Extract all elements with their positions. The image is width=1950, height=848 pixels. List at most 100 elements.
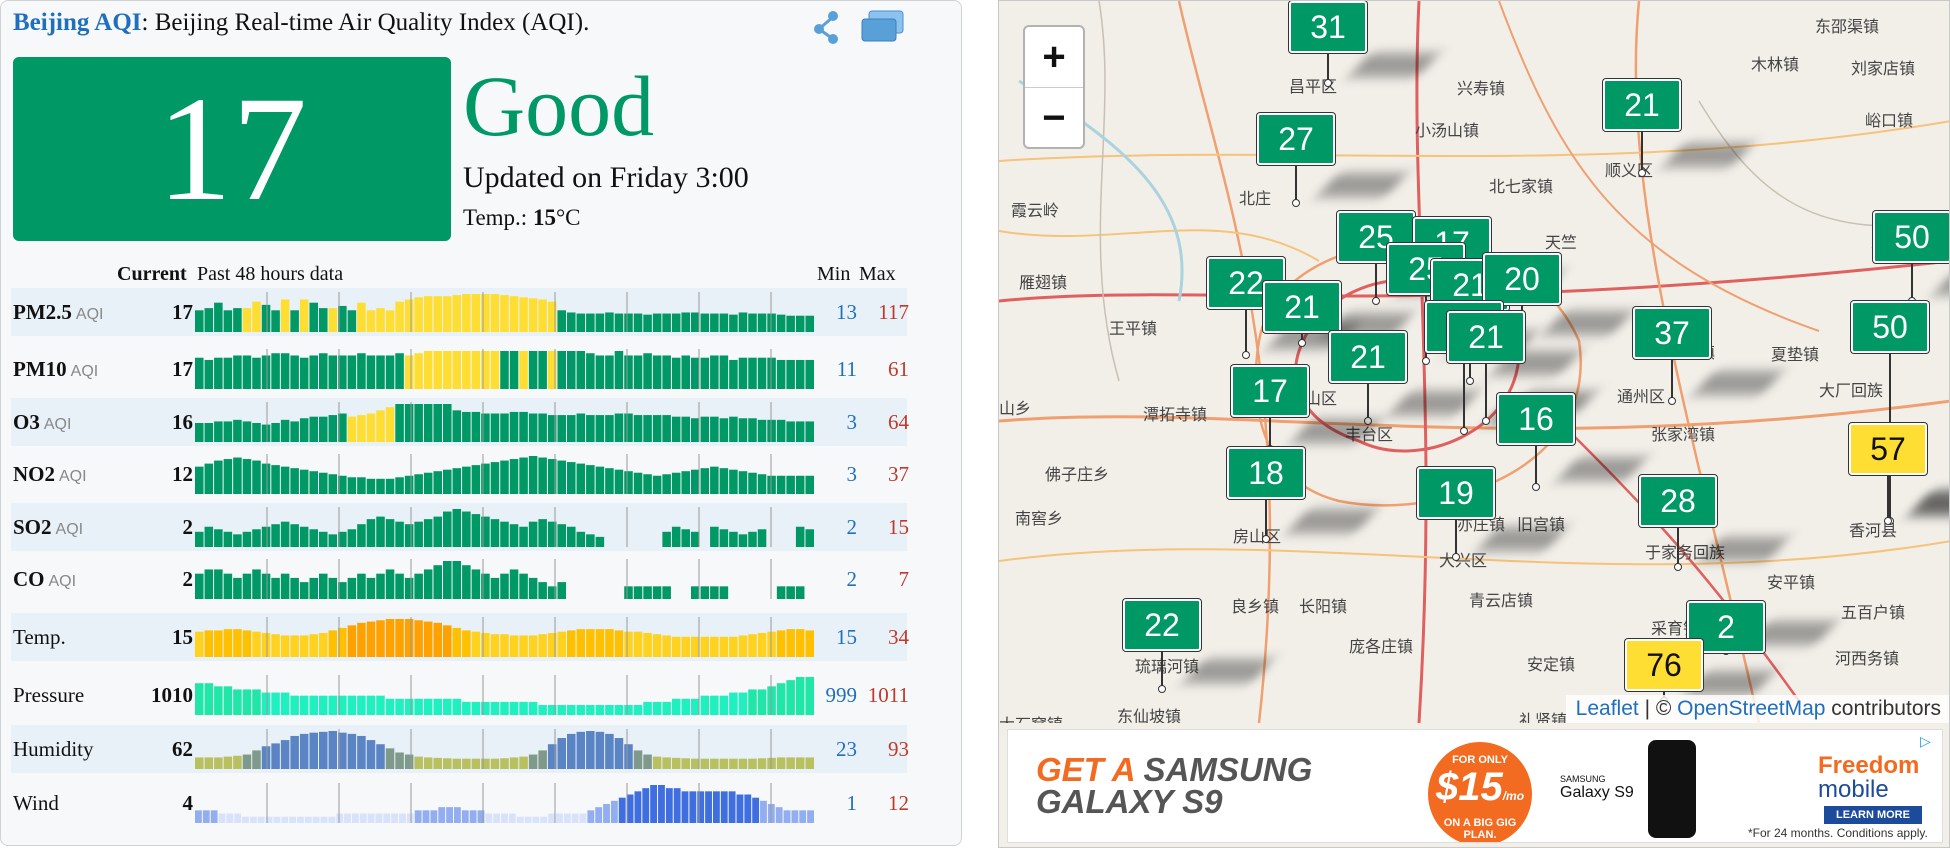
history-bar	[338, 355, 347, 389]
history-bar	[252, 569, 261, 599]
history-bar	[738, 471, 748, 494]
history-bar	[357, 524, 366, 547]
station-marker[interactable]: 50	[1873, 211, 1949, 263]
share-icon[interactable]	[809, 7, 843, 45]
history-bar	[776, 475, 786, 494]
history-bar	[633, 586, 643, 599]
station-marker[interactable]: 21	[1447, 311, 1525, 363]
history-bar	[729, 416, 738, 442]
history-bar	[271, 634, 280, 657]
history-bar	[271, 353, 280, 389]
map[interactable]: 东邵渠镇木林镇刘家店镇昌平区兴寿镇小汤山镇北七家镇峪口镇马坊镇顺义区营镇霞云岭雁…	[999, 1, 1949, 723]
zoom-in-button[interactable]: +	[1025, 27, 1083, 88]
station-marker[interactable]: 16	[1497, 393, 1575, 445]
zoom-out-button[interactable]: −	[1042, 95, 1066, 140]
history-bar	[299, 526, 309, 547]
station-marker[interactable]: 31	[1289, 1, 1367, 53]
history-bar	[729, 359, 738, 389]
history-bar	[719, 586, 729, 599]
map-road	[999, 399, 1949, 430]
history-bar	[204, 308, 214, 332]
station-marker[interactable]: 37	[1633, 307, 1711, 359]
station-marker[interactable]: 28	[1639, 475, 1717, 527]
station-marker[interactable]: 21	[1603, 79, 1681, 131]
station-marker[interactable]: 22	[1123, 599, 1201, 651]
city-link[interactable]: Beijing AQI	[13, 9, 142, 36]
row-aqi-tag: AQI	[59, 468, 87, 485]
station-marker[interactable]: 21	[1263, 281, 1341, 333]
history-bar	[328, 474, 338, 494]
history-bar	[280, 419, 290, 442]
history-bar	[214, 421, 223, 442]
ad-price-amount: $15	[1435, 765, 1503, 809]
history-bar	[223, 686, 233, 715]
history-bar	[776, 630, 786, 657]
marker-dot	[1674, 563, 1682, 571]
history-bar	[681, 529, 690, 547]
history-bar	[242, 754, 252, 769]
history-bar	[366, 478, 376, 494]
station-marker[interactable]: 22	[1207, 257, 1285, 309]
map-road	[1415, 1, 1428, 723]
history-bar	[767, 475, 776, 494]
station-marker[interactable]: 20	[1483, 253, 1561, 305]
history-bar	[443, 351, 452, 389]
history-bar	[700, 695, 710, 715]
history-bar	[681, 416, 690, 442]
history-bar	[786, 315, 795, 332]
row-min: 23	[836, 737, 857, 761]
station-marker[interactable]: 57	[1849, 423, 1927, 475]
history-bar	[226, 813, 234, 823]
row-max: 61	[888, 357, 909, 381]
row-name: CO AQI	[13, 567, 76, 592]
history-bar	[691, 636, 700, 657]
history-bar	[528, 298, 538, 332]
station-marker[interactable]: 50	[1851, 301, 1929, 353]
row-min: 15	[836, 625, 857, 649]
learn-more-button[interactable]: LEARN MORE	[1824, 806, 1922, 824]
map-place-label: 安定镇	[1527, 655, 1576, 674]
station-marker[interactable]: 25	[1337, 211, 1415, 263]
osm-link[interactable]: OpenStreetMap	[1677, 697, 1826, 720]
history-bar	[443, 758, 452, 769]
history-bar	[528, 351, 538, 389]
history-bar	[289, 816, 297, 823]
history-bar	[557, 524, 566, 547]
history-bar	[290, 635, 299, 657]
history-bar	[195, 423, 204, 442]
marker-dot	[1422, 357, 1430, 365]
pollutant-row: Temp. 15 15 34	[11, 613, 909, 661]
history-bar	[443, 469, 452, 494]
history-bar	[760, 800, 767, 823]
history-bar	[423, 569, 433, 599]
map-road	[999, 120, 1949, 162]
history-bar	[586, 534, 595, 547]
station-marker[interactable]: 17	[1231, 365, 1309, 417]
marker-stem	[1677, 525, 1679, 567]
history-bar	[710, 416, 719, 442]
history-bar	[366, 740, 376, 769]
station-marker[interactable]: 21	[1329, 331, 1407, 383]
history-bar	[614, 705, 624, 715]
adchoices-icon[interactable]: ▷	[1920, 734, 1931, 750]
history-bar	[671, 416, 681, 442]
history-bar	[729, 636, 738, 657]
history-bar	[710, 526, 719, 547]
station-marker[interactable]: 19	[1417, 467, 1495, 519]
map-place-label: 于家务回族	[1645, 543, 1726, 562]
station-marker[interactable]: 2	[1687, 601, 1765, 653]
history-bar	[738, 418, 748, 442]
history-bar	[719, 636, 729, 657]
advertisement[interactable]: GET A SAMSUNG GALAXY S9 FOR ONLY $15/mo O…	[1007, 729, 1943, 843]
history-bar	[719, 758, 729, 769]
map-place-label: 王平镇	[1109, 319, 1158, 338]
ad-logo-top: Freedom	[1818, 752, 1920, 779]
station-marker[interactable]: 27	[1257, 113, 1335, 165]
leaflet-link[interactable]: Leaflet	[1575, 697, 1639, 720]
station-marker[interactable]: 18	[1227, 447, 1305, 499]
station-marker[interactable]: 76	[1625, 639, 1703, 691]
history-bar	[338, 413, 347, 442]
map-place-label: 东邵渠镇	[1815, 17, 1880, 36]
history-bar	[319, 308, 328, 332]
windows-icon[interactable]	[859, 9, 907, 43]
